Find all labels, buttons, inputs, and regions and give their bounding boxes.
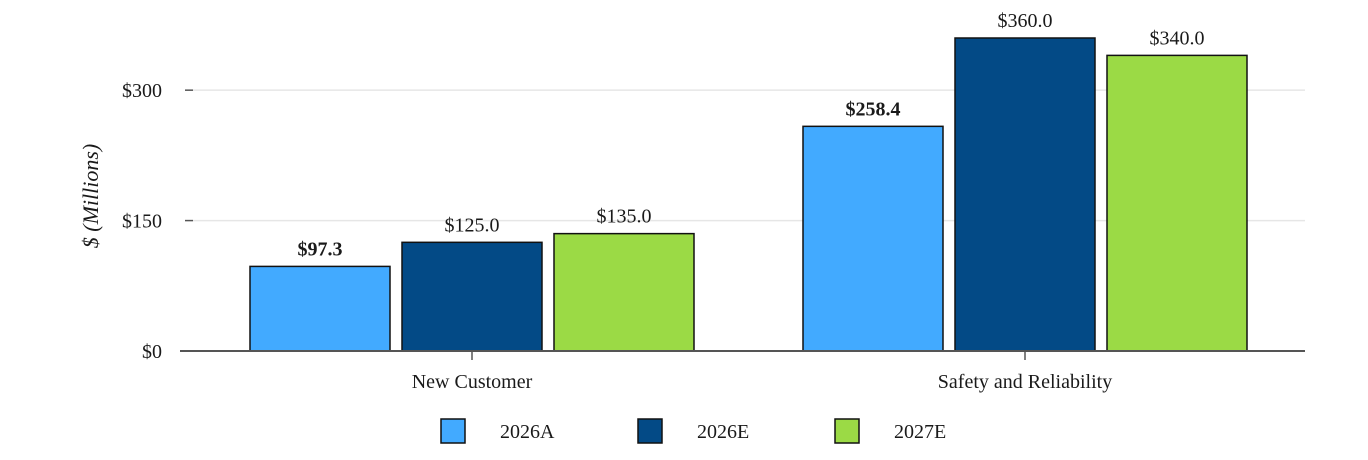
- legend-label: 2026E: [697, 421, 749, 443]
- y-tick-label: $0: [142, 341, 162, 363]
- data-label: $97.3: [298, 238, 343, 260]
- bar-2026A-safety-reliability: [802, 125, 944, 352]
- legend: 2026A 2026E 2027E: [440, 418, 946, 444]
- category-labels: New Customer Safety and Reliability: [412, 371, 1112, 393]
- legend-label: 2027E: [894, 421, 946, 443]
- bar-2027E-new-customer: [553, 232, 695, 352]
- category-label: New Customer: [412, 371, 533, 393]
- bar-2026E-new-customer: [401, 241, 543, 352]
- category-label: Safety and Reliability: [938, 371, 1112, 393]
- legend-swatch: [834, 418, 860, 444]
- data-label: $360.0: [998, 10, 1053, 32]
- legend-label: 2026A: [500, 421, 555, 443]
- bars: [249, 37, 1248, 352]
- y-tick-label: $300: [122, 80, 162, 102]
- bar-2026E-safety-reliability: [954, 37, 1096, 352]
- bar-2026A-new-customer: [249, 265, 391, 352]
- legend-swatch: [440, 418, 466, 444]
- bar-2027E-safety-reliability: [1106, 54, 1248, 352]
- y-axis-ticks: $0 $150 $300: [122, 80, 193, 363]
- data-label: $135.0: [597, 206, 652, 228]
- y-tick-label: $150: [122, 211, 162, 233]
- data-labels: $97.3 $125.0 $135.0 $258.4 $360.0 $340.0: [298, 10, 1205, 260]
- x-axis: [180, 350, 1305, 360]
- data-label: $340.0: [1150, 27, 1205, 49]
- legend-swatch: [637, 418, 663, 444]
- data-label: $125.0: [445, 214, 500, 236]
- data-label: $258.4: [846, 98, 901, 120]
- y-axis-label: $ (Millions): [78, 144, 103, 249]
